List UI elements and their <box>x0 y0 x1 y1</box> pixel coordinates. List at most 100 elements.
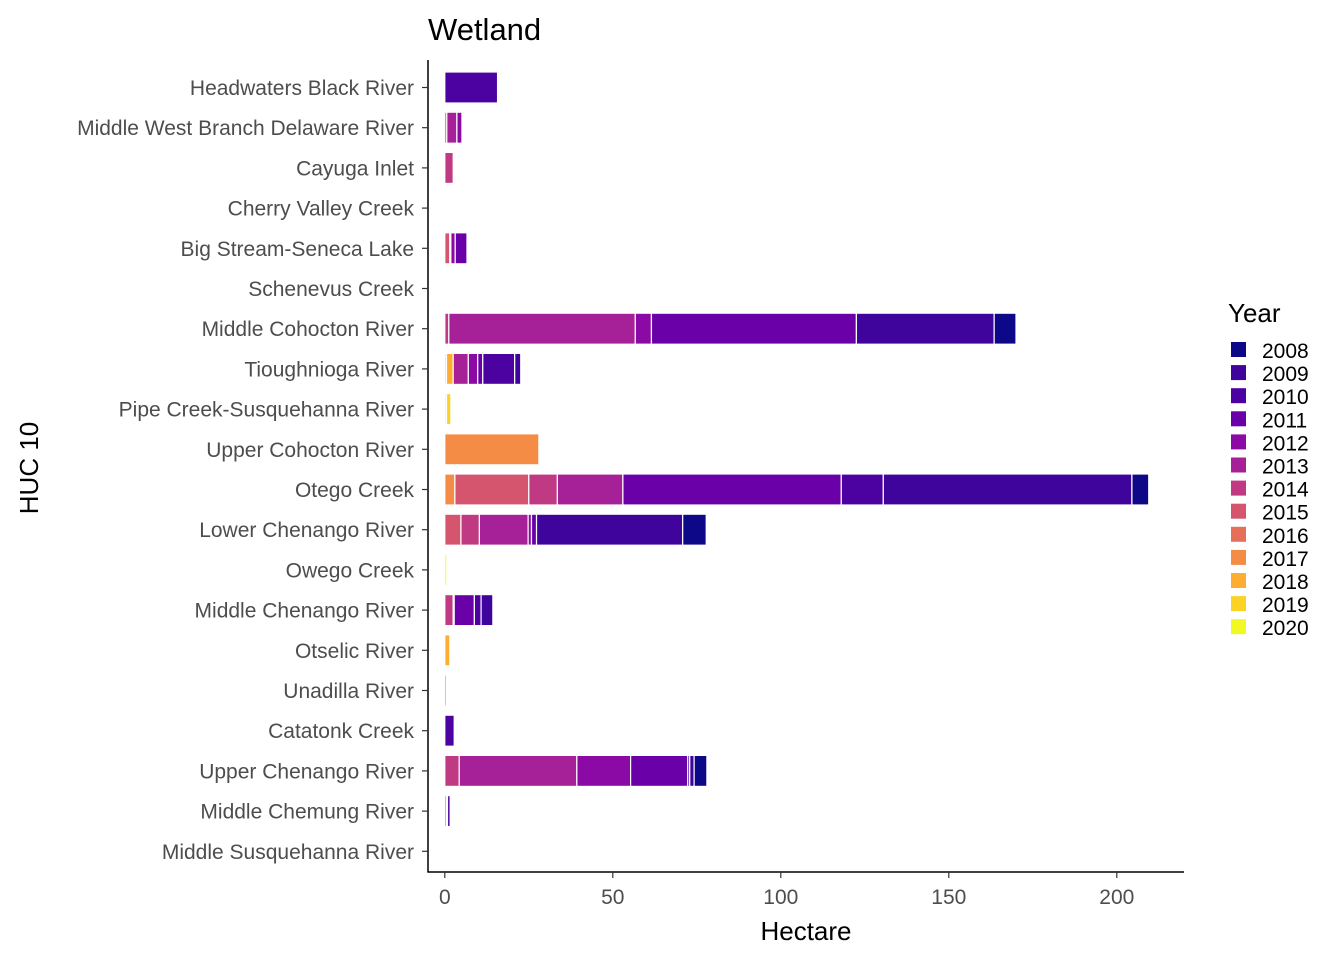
bar-segment <box>444 674 448 707</box>
legend-label: 2017 <box>1262 548 1309 571</box>
legend-key <box>1231 526 1246 542</box>
legend-key <box>1231 619 1246 635</box>
bar-segment <box>478 513 529 546</box>
bar-segment <box>514 352 522 385</box>
y-tick-label: Cayuga Inlet <box>296 157 414 180</box>
bar-segment <box>453 593 475 627</box>
bar-segment <box>444 433 540 466</box>
legend-key <box>1231 573 1246 588</box>
bar-segment <box>630 754 689 788</box>
y-axis-title: HUC 10 <box>14 422 44 514</box>
y-tick-label: Unadilla River <box>283 680 414 703</box>
legend-key <box>1231 596 1246 612</box>
legend-label: 2016 <box>1262 525 1309 548</box>
bar-segment <box>458 754 578 788</box>
y-tick-label: Lower Chenango River <box>199 519 414 542</box>
y-tick-label: Middle West Branch Delaware River <box>77 117 414 140</box>
y-tick-label: Middle Cohocton River <box>202 318 414 341</box>
legend-label: 2015 <box>1262 502 1309 525</box>
bar-segment <box>444 232 451 265</box>
y-tick-label: Middle Susquehanna River <box>162 841 414 864</box>
legend-label: 2014 <box>1262 479 1309 502</box>
x-tick-label: 100 <box>763 886 798 909</box>
bar-segment <box>454 232 468 265</box>
y-tick-label: Pipe Creek-Susquehanna River <box>119 399 414 422</box>
legend-key <box>1231 365 1246 381</box>
bar-segment <box>444 473 456 506</box>
legend-key <box>1231 411 1246 427</box>
y-tick-label: Upper Cohocton River <box>206 439 414 462</box>
bar-segment <box>444 312 450 345</box>
legend-label: 2008 <box>1262 340 1309 363</box>
y-tick-label: Middle Chenango River <box>195 600 414 623</box>
bar-segment <box>444 754 460 788</box>
y-tick-label: Catatonk Creek <box>268 720 414 743</box>
legend-label: 2018 <box>1262 571 1309 594</box>
y-tick-label: Headwaters Black River <box>190 77 414 100</box>
y-tick-label: Otego Creek <box>295 479 415 502</box>
bar-segment <box>528 473 558 506</box>
y-tick-label: Middle Chemung River <box>200 801 414 824</box>
chart-title: Wetland <box>428 12 541 47</box>
bar-segment <box>456 111 463 144</box>
bar-segment <box>454 473 530 506</box>
y-tick-label: Big Stream-Seneca Lake <box>181 238 414 261</box>
bar-segment <box>1131 473 1150 506</box>
y-tick-label: Tioughnioga River <box>244 358 414 381</box>
bar-segment <box>450 232 456 265</box>
bar-segment <box>448 312 636 345</box>
y-tick-label: Upper Chenango River <box>199 760 414 783</box>
plot-area: Headwaters Black River Middle West Branch… <box>77 60 1184 909</box>
legend-label: 2020 <box>1262 617 1309 640</box>
bar-segment <box>650 312 858 345</box>
y-tick-label: Schenevus Creek <box>248 278 414 301</box>
bar-segment <box>480 593 494 627</box>
x-axis-title: Hectare <box>760 916 851 946</box>
legend-key <box>1231 388 1246 404</box>
x-tick-label: 0 <box>439 886 451 909</box>
bar-segment <box>473 593 482 627</box>
bar-segment <box>682 513 707 546</box>
legend-label: 2010 <box>1262 386 1309 409</box>
bar-segment <box>444 714 455 747</box>
bar-segment <box>444 553 448 587</box>
bar-segment <box>634 312 653 345</box>
bar-segment <box>993 312 1017 345</box>
legend-key <box>1231 549 1246 565</box>
legend-label: 2009 <box>1262 363 1309 386</box>
x-tick-label: 200 <box>1099 886 1134 909</box>
bar-segment <box>444 151 454 184</box>
bar-segment <box>689 754 695 788</box>
legend-key <box>1231 457 1246 473</box>
bar-segment <box>556 473 624 506</box>
bar-segment <box>855 312 995 345</box>
legend-key <box>1231 503 1246 519</box>
y-tick-label: Otselic River <box>295 640 414 663</box>
legend-label: 2019 <box>1262 594 1309 617</box>
bar-segment <box>444 634 451 667</box>
bar-segment <box>535 513 684 546</box>
legend-key <box>1231 434 1246 450</box>
bar-segment <box>882 473 1133 506</box>
bar-segment <box>444 593 454 627</box>
bar-segment <box>693 754 708 788</box>
bar-segment <box>446 111 458 144</box>
legend-title: Year <box>1228 298 1281 328</box>
bar-segment <box>576 754 632 788</box>
legend-label: 2011 <box>1262 409 1307 432</box>
bar-segment <box>446 794 451 828</box>
bar-segment <box>445 393 452 426</box>
bar-segment <box>477 352 484 385</box>
x-tick-label: 50 <box>601 886 624 909</box>
y-tick-label: Owego Creek <box>286 559 415 582</box>
y-tick-label: Cherry Valley Creek <box>228 198 415 221</box>
bar-segment <box>460 513 481 546</box>
bar-segment <box>482 352 516 385</box>
legend-label: 2013 <box>1262 456 1309 479</box>
bar-segment <box>444 513 462 546</box>
bar-segment <box>840 473 884 506</box>
bar-segment <box>445 352 454 385</box>
bar-segment <box>530 513 538 546</box>
